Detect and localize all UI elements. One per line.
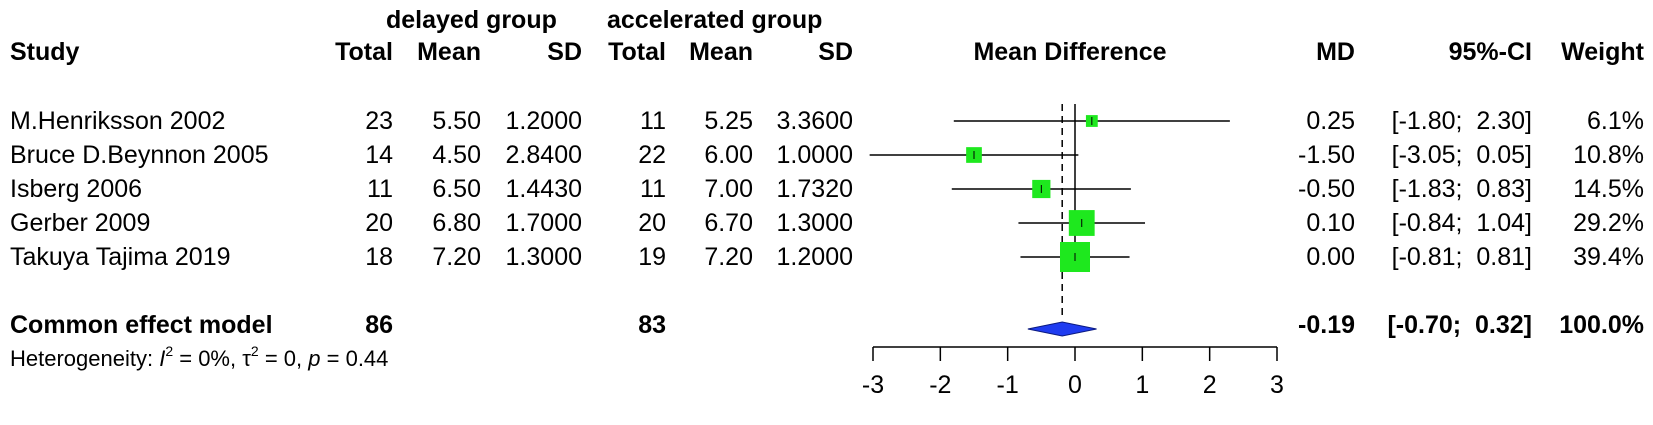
ci-header: 95%-CI xyxy=(1448,38,1532,66)
study-name: Isberg 2006 xyxy=(10,175,143,203)
x-tick-label: 2 xyxy=(1203,371,1217,399)
mean2-cell: 7.20 xyxy=(704,243,753,271)
weight-cell: 29.2% xyxy=(1573,209,1644,237)
p-symbol: p xyxy=(308,346,321,371)
plot-header: Mean Difference xyxy=(973,38,1167,66)
sd1-cell: 2.8400 xyxy=(505,141,582,169)
mean2-cell: 7.00 xyxy=(704,175,753,203)
x-tick-label: -1 xyxy=(997,371,1019,399)
weight-cell: 6.1% xyxy=(1587,107,1644,135)
pooled-total1: 86 xyxy=(365,311,393,339)
total2-cell: 11 xyxy=(640,107,666,135)
sd2-cell: 1.0000 xyxy=(776,141,853,169)
total2-cell: 19 xyxy=(638,243,666,271)
md-cell: -0.50 xyxy=(1298,175,1355,203)
x-tick-label: -2 xyxy=(929,371,951,399)
mean1-cell: 6.50 xyxy=(432,175,481,203)
i2-exponent: 2 xyxy=(165,343,174,359)
sd2-cell: 1.2000 xyxy=(776,243,853,271)
pooled-diamond xyxy=(1027,321,1097,337)
ci-cell: [-0.84; 1.04] xyxy=(1391,209,1532,237)
total2-cell: 22 xyxy=(638,141,666,169)
total1-header: Total xyxy=(335,38,393,66)
pooled-md: -0.19 xyxy=(1298,311,1355,339)
weight-cell: 14.5% xyxy=(1573,175,1644,203)
group2-header: accelerated group xyxy=(607,6,823,34)
heterogeneity-text: Heterogeneity: I2 = 0%, τ2 = 0, p = 0.44 xyxy=(10,343,389,373)
md-cell: 0.10 xyxy=(1306,209,1355,237)
sd2-cell: 1.3000 xyxy=(776,209,853,237)
sd1-cell: 1.3000 xyxy=(505,243,582,271)
group1-header: delayed group xyxy=(386,6,557,34)
mean1-cell: 7.20 xyxy=(432,243,481,271)
p-value: = 0.44 xyxy=(320,346,389,371)
total1-cell: 23 xyxy=(365,107,393,135)
total1-cell: 20 xyxy=(365,209,393,237)
ci-cell: [-1.80; 2.30] xyxy=(1391,107,1532,135)
mean2-cell: 6.70 xyxy=(704,209,753,237)
sd1-cell: 1.2000 xyxy=(505,107,582,135)
x-tick-label: 1 xyxy=(1135,371,1149,399)
total1-cell: 18 xyxy=(365,243,393,271)
sd1-header: SD xyxy=(547,38,582,66)
mean2-cell: 6.00 xyxy=(704,141,753,169)
pooled-total2: 83 xyxy=(638,311,666,339)
total1-cell: 11 xyxy=(367,175,393,203)
mean2-cell: 5.25 xyxy=(704,107,753,135)
md-cell: 0.00 xyxy=(1306,243,1355,271)
sd1-cell: 1.4430 xyxy=(505,175,582,203)
sd2-header: SD xyxy=(818,38,853,66)
total2-header: Total xyxy=(608,38,666,66)
pooled-label: Common effect model xyxy=(10,311,273,339)
study-name: M.Henriksson 2002 xyxy=(10,107,226,135)
study-header: Study xyxy=(10,38,80,66)
tau2-exponent: 2 xyxy=(250,343,259,359)
mean1-cell: 5.50 xyxy=(432,107,481,135)
md-header: MD xyxy=(1316,38,1355,66)
study-name: Gerber 2009 xyxy=(10,209,151,237)
total1-cell: 14 xyxy=(365,141,393,169)
ci-cell: [-3.05; 0.05] xyxy=(1391,141,1532,169)
mean1-header: Mean xyxy=(417,38,481,66)
ci-cell: [-0.81; 0.81] xyxy=(1391,243,1532,271)
sd2-cell: 3.3600 xyxy=(776,107,853,135)
pooled-weight: 100.0% xyxy=(1559,311,1644,339)
md-cell: -1.50 xyxy=(1298,141,1355,169)
study-name: Takuya Tajima 2019 xyxy=(10,243,231,271)
weight-cell: 10.8% xyxy=(1573,141,1644,169)
x-tick-label: -3 xyxy=(862,371,884,399)
total2-cell: 20 xyxy=(638,209,666,237)
het-prefix: Heterogeneity: xyxy=(10,346,160,371)
sd1-cell: 1.7000 xyxy=(505,209,582,237)
tau2-symbol: τ xyxy=(242,346,251,371)
tau2-value: = 0, xyxy=(258,346,309,371)
i2-value: = 0%, xyxy=(173,346,243,371)
x-tick-label: 3 xyxy=(1270,371,1284,399)
mean1-cell: 6.80 xyxy=(432,209,481,237)
x-tick-label: 0 xyxy=(1068,371,1082,399)
i2-symbol: I xyxy=(159,346,166,371)
study-name: Bruce D.Beynnon 2005 xyxy=(10,141,269,169)
weight-header: Weight xyxy=(1561,38,1644,66)
total2-cell: 11 xyxy=(640,175,666,203)
weight-cell: 39.4% xyxy=(1573,243,1644,271)
pooled-ci: [-0.70; 0.32] xyxy=(1387,311,1532,339)
mean1-cell: 4.50 xyxy=(432,141,481,169)
ci-cell: [-1.83; 0.83] xyxy=(1391,175,1532,203)
sd2-cell: 1.7320 xyxy=(776,175,853,203)
mean2-header: Mean xyxy=(689,38,753,66)
md-cell: 0.25 xyxy=(1306,107,1355,135)
